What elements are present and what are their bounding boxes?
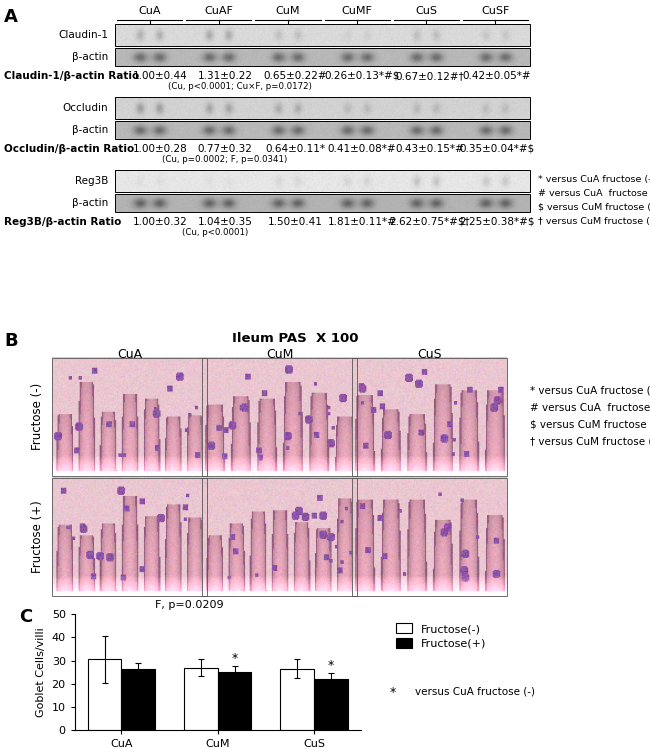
Text: 0.26±0.13*#$: 0.26±0.13*#$ — [324, 71, 400, 81]
Text: (Cu, p=0.0002; F, p=0.0341): (Cu, p=0.0002; F, p=0.0341) — [162, 155, 287, 164]
Text: C: C — [20, 608, 32, 626]
Bar — [115, 121, 530, 139]
Text: β-actin: β-actin — [72, 125, 108, 135]
Bar — [115, 48, 530, 66]
Bar — [52, 478, 207, 596]
Text: # versus CuA  fructose (+): # versus CuA fructose (+) — [538, 189, 650, 198]
Text: CuM: CuM — [276, 6, 300, 16]
Bar — [52, 358, 207, 476]
Text: A: A — [4, 8, 18, 26]
Text: *: * — [390, 686, 396, 699]
Text: CuA: CuA — [138, 6, 161, 16]
Text: Claudin-1/β-actin Ratio: Claudin-1/β-actin Ratio — [4, 71, 139, 81]
Text: 1.00±0.28: 1.00±0.28 — [133, 144, 187, 154]
Bar — [115, 170, 530, 192]
Text: B: B — [4, 332, 18, 350]
Bar — [202, 358, 357, 476]
Text: versus CuA fructose (-): versus CuA fructose (-) — [415, 686, 535, 696]
Text: Occludin/β-actin Ratio: Occludin/β-actin Ratio — [4, 144, 135, 154]
Text: Occludin: Occludin — [62, 103, 108, 113]
Text: 1.81±0.11*#: 1.81±0.11*# — [328, 217, 396, 227]
Bar — [280, 669, 314, 730]
Text: * versus CuA fructose (-): * versus CuA fructose (-) — [538, 175, 650, 184]
Legend: Fructose(-), Fructose(+): Fructose(-), Fructose(+) — [396, 623, 486, 649]
Text: 0.64±0.11*: 0.64±0.11* — [265, 144, 325, 154]
Bar — [122, 669, 155, 730]
Text: 0.35±0.04*#$: 0.35±0.04*#$ — [460, 144, 534, 154]
Text: 1.00±0.32: 1.00±0.32 — [133, 217, 187, 227]
Text: 0.42±0.05*#: 0.42±0.05*# — [463, 71, 531, 81]
Text: 0.41±0.08*#: 0.41±0.08*# — [328, 144, 396, 154]
Text: Reg3B/β-actin Ratio: Reg3B/β-actin Ratio — [4, 217, 122, 227]
Bar — [115, 24, 530, 46]
Text: 2.25±0.38*#$: 2.25±0.38*#$ — [460, 217, 535, 227]
Text: $ versus CuM fructose (-): $ versus CuM fructose (-) — [538, 203, 650, 212]
Text: CuAF: CuAF — [204, 6, 233, 16]
Text: *: * — [328, 658, 334, 672]
Text: CuSF: CuSF — [481, 6, 510, 16]
Bar — [218, 673, 252, 730]
Text: F, p=0.0209: F, p=0.0209 — [155, 599, 224, 610]
Text: Fructose (-): Fructose (-) — [31, 383, 44, 450]
Bar — [314, 679, 348, 730]
Bar — [202, 478, 357, 596]
Text: Fructose (+): Fructose (+) — [31, 500, 44, 573]
Text: CuM: CuM — [266, 348, 294, 361]
Text: 0.65±0.22#: 0.65±0.22# — [263, 71, 327, 81]
Text: 0.67±0.12#†: 0.67±0.12#† — [396, 71, 464, 81]
Text: CuS: CuS — [418, 348, 442, 361]
Text: CuS: CuS — [415, 6, 437, 16]
Text: Claudin-1: Claudin-1 — [58, 30, 108, 40]
Bar — [352, 478, 507, 596]
Text: (Cu, p<0.0001): (Cu, p<0.0001) — [182, 228, 248, 237]
Text: 2.62±0.75*#$†: 2.62±0.75*#$† — [390, 217, 471, 227]
Text: 0.77±0.32: 0.77±0.32 — [198, 144, 252, 154]
Y-axis label: Goblet Cells/villi: Goblet Cells/villi — [36, 628, 46, 717]
Text: β-actin: β-actin — [72, 198, 108, 208]
Text: # versus CuA  fructose (+): # versus CuA fructose (+) — [530, 403, 650, 413]
Text: *: * — [231, 652, 238, 664]
Bar — [115, 97, 530, 119]
Text: 1.31±0.22: 1.31±0.22 — [198, 71, 252, 81]
Bar — [115, 194, 530, 212]
Text: Ileum PAS  X 100: Ileum PAS X 100 — [232, 332, 358, 345]
Text: † versus CuM fructose (+): † versus CuM fructose (+) — [538, 217, 650, 226]
Text: 0.43±0.15*#: 0.43±0.15*# — [396, 144, 464, 154]
Text: β-actin: β-actin — [72, 52, 108, 62]
Text: $ versus CuM fructose (-): $ versus CuM fructose (-) — [530, 420, 650, 430]
Text: * versus CuA fructose (-): * versus CuA fructose (-) — [530, 386, 650, 395]
Text: CuMF: CuMF — [342, 6, 372, 16]
Text: Reg3B: Reg3B — [75, 176, 108, 186]
Text: 1.50±0.41: 1.50±0.41 — [268, 217, 322, 227]
Text: (Cu, p<0.0001; Cu×F, p=0.0172): (Cu, p<0.0001; Cu×F, p=0.0172) — [168, 82, 312, 91]
Text: CuA: CuA — [118, 348, 142, 361]
Text: † versus CuM fructose (+): † versus CuM fructose (+) — [530, 437, 650, 447]
Bar — [352, 358, 507, 476]
Text: 1.04±0.35: 1.04±0.35 — [198, 217, 252, 227]
Bar — [184, 667, 218, 730]
Text: 1.00±0.44: 1.00±0.44 — [133, 71, 187, 81]
Bar — [88, 659, 122, 730]
